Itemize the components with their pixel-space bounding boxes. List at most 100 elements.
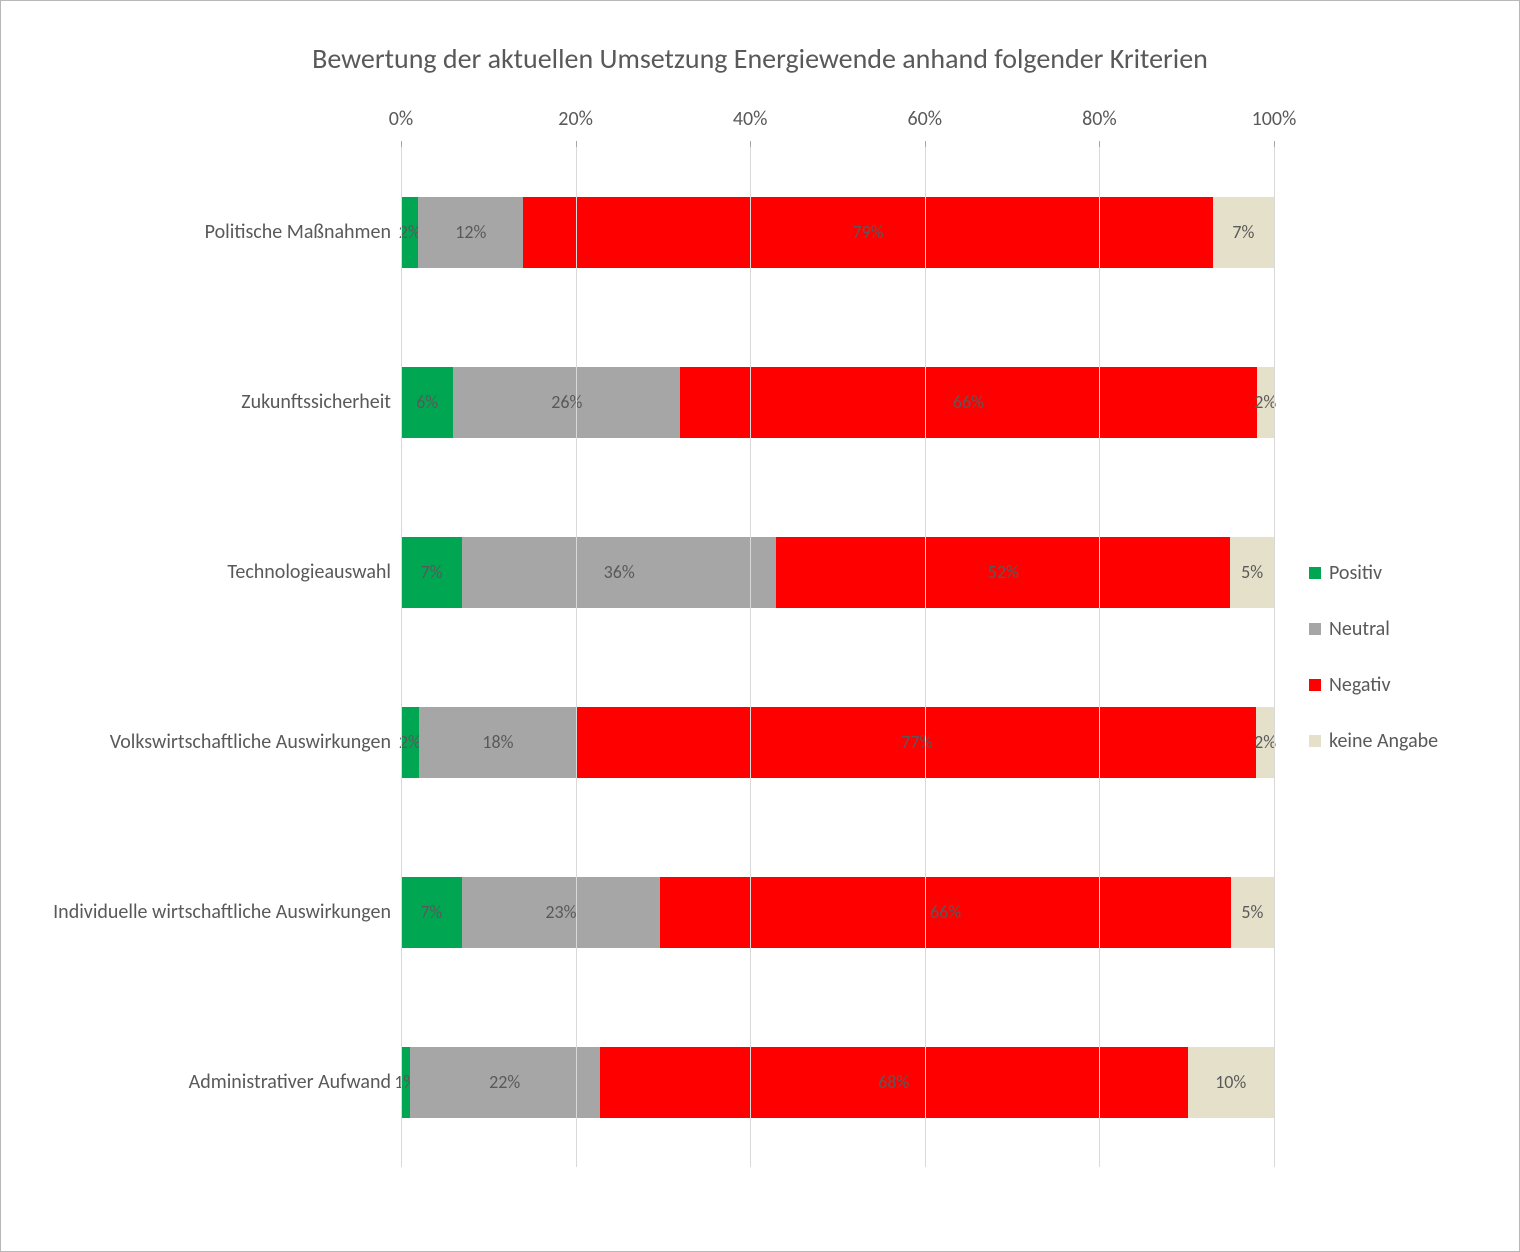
bar-segment-label: 2% xyxy=(1254,731,1276,753)
bar-segment-negativ: 66% xyxy=(660,877,1230,948)
bar-row: 7% 36% 52% 5% xyxy=(401,487,1274,657)
bar-segment-label: 36% xyxy=(604,561,635,583)
bar-stack: 6% 26% 66% 2% xyxy=(401,367,1274,438)
legend-label: keine Angabe xyxy=(1329,729,1438,753)
bar-row: 6% 26% 66% 2% xyxy=(401,317,1274,487)
bar-stack: 1% 22% 68% 10% xyxy=(401,1047,1274,1118)
grid-tick xyxy=(750,141,751,147)
grid-tick xyxy=(1099,141,1100,147)
bar-segment-label: 2% xyxy=(399,731,421,753)
bar-segment-keine_angabe: 5% xyxy=(1230,537,1274,608)
bar-segment-label: 66% xyxy=(953,391,984,413)
bar-segment-label: 26% xyxy=(551,391,582,413)
bar-segment-label: 7% xyxy=(421,561,443,583)
bar-segment-label: 79% xyxy=(852,221,883,243)
bar-segment-neutral: 36% xyxy=(462,537,776,608)
bar-segment-positiv: 7% xyxy=(401,537,462,608)
x-axis-tick-label: 100% xyxy=(1252,107,1297,131)
bar-row: 2% 12% 79% 7% xyxy=(401,147,1274,317)
bar-segment-label: 12% xyxy=(455,221,486,243)
bar-segment-neutral: 18% xyxy=(419,707,578,778)
bar-segment-neutral: 26% xyxy=(453,367,680,438)
bar-segment-label: 5% xyxy=(1241,901,1263,923)
bar-stack: 7% 23% 66% 5% xyxy=(401,877,1274,948)
plot-area: Politische MaßnahmenZukunftssicherheitTe… xyxy=(21,147,1289,1167)
plot-wrapper: 0%20%40%60%80%100% Politische MaßnahmenZ… xyxy=(21,107,1289,1167)
bar-segment-keine_angabe: 2% xyxy=(1256,707,1274,778)
bar-segment-label: 7% xyxy=(420,901,442,923)
chart-title: Bewertung der aktuellen Umsetzung Energi… xyxy=(281,41,1239,77)
bar-segment-label: 52% xyxy=(988,561,1019,583)
legend-item-positiv: Positiv xyxy=(1309,561,1499,585)
x-axis: 0%20%40%60%80%100% xyxy=(401,107,1274,147)
y-axis-category-label: Volkswirtschaftliche Auswirkungen xyxy=(21,657,401,827)
legend-label: Neutral xyxy=(1329,617,1390,641)
bar-segment-negativ: 52% xyxy=(776,537,1230,608)
legend-item-keine_angabe: keine Angabe xyxy=(1309,729,1499,753)
bar-segment-label: 7% xyxy=(1232,221,1254,243)
bar-segment-negativ: 66% xyxy=(680,367,1256,438)
y-axis-category-label: Technologieauswahl xyxy=(21,487,401,657)
bar-row: 7% 23% 66% 5% xyxy=(401,827,1274,997)
bars-rows: 2%12%79%7%6%26%66%2%7%36%52%5%2%18%77%2%… xyxy=(401,147,1274,1167)
bar-segment-neutral: 23% xyxy=(462,877,661,948)
y-axis-category-label: Individuelle wirtschaftliche Auswirkunge… xyxy=(21,827,401,997)
bars-area: 2%12%79%7%6%26%66%2%7%36%52%5%2%18%77%2%… xyxy=(401,147,1274,1167)
chart-container: Bewertung der aktuellen Umsetzung Energi… xyxy=(0,0,1520,1252)
grid-line xyxy=(925,147,926,1167)
bar-segment-keine_angabe: 5% xyxy=(1231,877,1274,948)
x-axis-tick-label: 0% xyxy=(389,107,413,131)
grid-line xyxy=(401,147,402,1167)
bar-segment-positiv: 2% xyxy=(401,707,419,778)
grid-line xyxy=(576,147,577,1167)
grid-line xyxy=(750,147,751,1167)
bar-stack: 2% 18% 77% 2% xyxy=(401,707,1274,778)
bar-segment-label: 23% xyxy=(545,901,576,923)
bar-segment-keine_angabe: 2% xyxy=(1257,367,1274,438)
legend-item-negativ: Negativ xyxy=(1309,673,1499,697)
bar-segment-keine_angabe: 7% xyxy=(1213,197,1274,268)
bar-segment-label: 6% xyxy=(416,391,438,413)
grid-tick xyxy=(576,141,577,147)
bar-segment-label: 66% xyxy=(930,901,961,923)
chart-body: 0% 20% 40% 60% 80% 100% Politische MaßnahmenZ… xyxy=(21,107,1499,1167)
bar-stack: 2% 12% 79% 7% xyxy=(401,197,1274,268)
legend-swatch xyxy=(1309,679,1321,691)
bar-segment-positiv: 7% xyxy=(401,877,462,948)
bar-segment-label: 77% xyxy=(901,731,932,753)
legend-swatch xyxy=(1309,735,1321,747)
bar-segment-negativ: 79% xyxy=(523,197,1213,268)
bar-stack: 7% 36% 52% 5% xyxy=(401,537,1274,608)
bar-segment-positiv: 2% xyxy=(401,197,418,268)
bar-segment-label: 10% xyxy=(1215,1071,1246,1093)
x-axis-tick-label: 40% xyxy=(733,107,768,131)
y-axis-category-label: Zukunftssicherheit xyxy=(21,317,401,487)
x-axis-tick-label: 20% xyxy=(558,107,593,131)
bar-segment-positiv: 1% xyxy=(401,1047,410,1118)
bar-segment-label: 2% xyxy=(1254,391,1276,413)
y-axis-labels: Politische MaßnahmenZukunftssicherheitTe… xyxy=(21,147,401,1167)
grid-line xyxy=(1099,147,1100,1167)
bar-segment-neutral: 12% xyxy=(418,197,523,268)
bar-segment-label: 22% xyxy=(489,1071,520,1093)
y-axis-category-label: Politische Maßnahmen xyxy=(21,147,401,317)
legend-item-neutral: Neutral xyxy=(1309,617,1499,641)
legend-swatch xyxy=(1309,567,1321,579)
legend: Positiv Neutral Negativ keine Angabe xyxy=(1289,107,1499,1167)
grid-tick xyxy=(401,141,402,147)
bar-segment-label: 2% xyxy=(399,221,421,243)
legend-label: Positiv xyxy=(1329,561,1382,585)
bar-segment-neutral: 22% xyxy=(410,1047,600,1118)
legend-swatch xyxy=(1309,623,1321,635)
bar-row: 2% 18% 77% 2% xyxy=(401,657,1274,827)
bar-segment-positiv: 6% xyxy=(401,367,453,438)
bar-row: 1% 22% 68% 10% xyxy=(401,997,1274,1167)
x-axis-tick-label: 60% xyxy=(908,107,943,131)
y-axis-category-label: Administrativer Aufwand xyxy=(21,997,401,1167)
x-axis-tick-label: 80% xyxy=(1082,107,1117,131)
grid-tick xyxy=(1274,141,1275,147)
bar-segment-label: 68% xyxy=(878,1071,909,1093)
bar-segment-label: 18% xyxy=(482,731,513,753)
bar-segment-label: 5% xyxy=(1241,561,1263,583)
legend-label: Negativ xyxy=(1329,673,1390,697)
